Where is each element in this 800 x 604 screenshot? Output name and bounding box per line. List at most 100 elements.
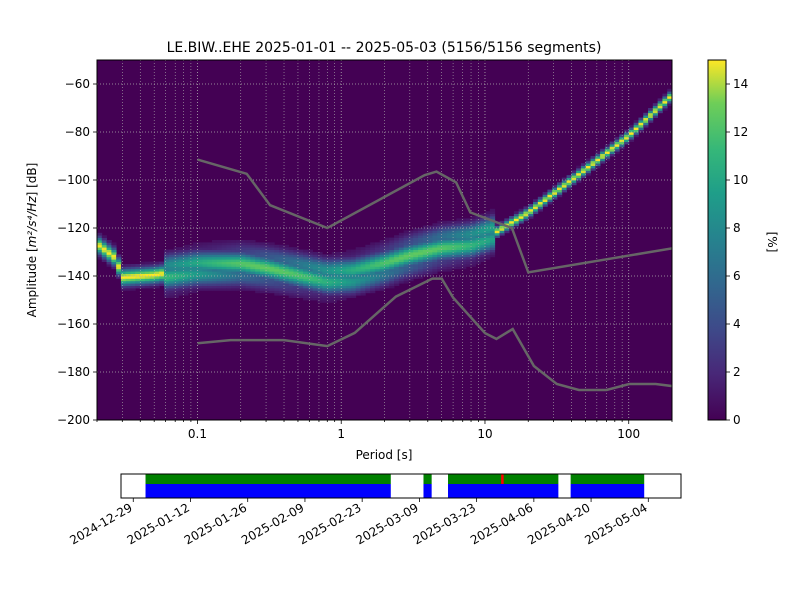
psd-cell: [442, 223, 448, 226]
psd-cell: [125, 285, 131, 289]
psd-cell: [192, 268, 199, 272]
psd-cell: [485, 223, 491, 226]
psd-cell: [389, 256, 395, 260]
psd-cell: [389, 276, 395, 279]
psd-cell: [168, 254, 175, 258]
psd-cell: [403, 266, 409, 270]
psd-cell: [106, 261, 112, 265]
psd-cell: [240, 283, 246, 286]
psd-cell: [465, 264, 472, 267]
y-tick-label: −160: [57, 317, 90, 331]
psd-cell: [427, 254, 433, 258]
psd-cell: [212, 240, 218, 243]
psd-cell: [432, 228, 438, 231]
psd-cell: [298, 249, 304, 253]
psd-cell: [643, 122, 649, 126]
psd-cell: [638, 120, 644, 123]
psd-cell: [178, 280, 184, 284]
y-axis-label-units: m²/s⁴/Hz: [25, 196, 39, 248]
psd-cell: [451, 240, 457, 243]
psd-cell: [442, 266, 448, 270]
psd-cell: [422, 249, 429, 253]
processed-segment: [145, 474, 391, 484]
psd-cell: [427, 249, 433, 253]
psd-cell: [350, 290, 357, 294]
psd-cell: [408, 232, 414, 236]
psd-cell: [561, 187, 567, 190]
psd-cell: [389, 278, 395, 282]
psd-cell: [394, 264, 400, 267]
psd-cell: [389, 247, 395, 250]
psd-cell: [192, 254, 199, 258]
psd-cell: [312, 288, 318, 291]
psd-cell: [408, 264, 414, 267]
psd-cell: [173, 290, 179, 294]
psd-cell: [446, 242, 452, 246]
psd-cell: [398, 242, 405, 246]
psd-cell: [422, 244, 429, 248]
psd-cell: [442, 240, 448, 243]
psd-cell: [442, 254, 448, 258]
psd-cell: [116, 276, 122, 279]
psd-cell: [226, 254, 232, 258]
psd-cell: [188, 276, 194, 279]
x-tick-label: 100: [617, 427, 640, 441]
psd-cell: [274, 292, 280, 296]
psd-cell: [255, 288, 261, 291]
psd-cell: [341, 278, 347, 282]
psd-cell: [264, 249, 270, 253]
psd-cell: [274, 259, 280, 262]
psd-cell: [288, 278, 294, 282]
psd-cell: [130, 271, 136, 274]
psd-cell: [288, 252, 294, 255]
psd-cell: [336, 292, 342, 296]
psd-cell: [470, 247, 476, 250]
psd-cell: [173, 271, 179, 274]
psd-cell: [235, 249, 242, 253]
psd-cell: [485, 244, 491, 248]
y-axis-label-suffix: ] [dB]: [25, 163, 39, 197]
psd-cell: [465, 223, 472, 226]
psd-cell: [317, 283, 323, 286]
psd-cell: [408, 240, 414, 243]
psd-cell: [537, 206, 544, 210]
psd-cell: [274, 244, 280, 248]
psd-cell: [178, 285, 184, 289]
psd-cell: [398, 268, 405, 272]
psd-cell: [192, 276, 199, 279]
psd-cell: [480, 256, 486, 260]
x-axis-ticks: 0.1 1 10 100: [96, 420, 673, 441]
psd-cell: [159, 266, 165, 270]
colorbar-tick-label: 0: [733, 413, 741, 427]
psd-cell: [461, 237, 467, 241]
psd-cell: [456, 220, 462, 224]
psd-cell: [245, 247, 251, 250]
psd-cell: [355, 278, 361, 282]
psd-cell: [513, 216, 520, 219]
timeline-tick-label: 2025-05-04: [582, 500, 649, 547]
psd-cell: [202, 278, 208, 282]
psd-cell: [542, 204, 548, 207]
psd-cell: [509, 220, 515, 224]
psd-cell: [279, 264, 285, 267]
psd-cell: [470, 242, 476, 246]
colorbar-tick-label: 2: [733, 365, 741, 379]
psd-cell: [552, 194, 558, 198]
psd-cell: [456, 228, 462, 231]
psd-cell: [504, 220, 510, 224]
psd-cell: [350, 261, 357, 265]
psd-cell: [197, 271, 203, 274]
psd-cell: [413, 232, 419, 236]
psd-cell: [437, 266, 443, 270]
psd-cell: [442, 242, 448, 246]
psd-cell: [307, 290, 314, 294]
psd-cell: [298, 264, 304, 267]
psd-cell: [427, 271, 433, 274]
psd-cell: [557, 182, 563, 186]
psd-cell: [461, 223, 467, 226]
psd-cell: [264, 259, 270, 262]
psd-cell: [427, 266, 433, 270]
psd-cell: [149, 280, 155, 284]
psd-cell: [259, 283, 266, 286]
psd-cell: [264, 290, 270, 294]
